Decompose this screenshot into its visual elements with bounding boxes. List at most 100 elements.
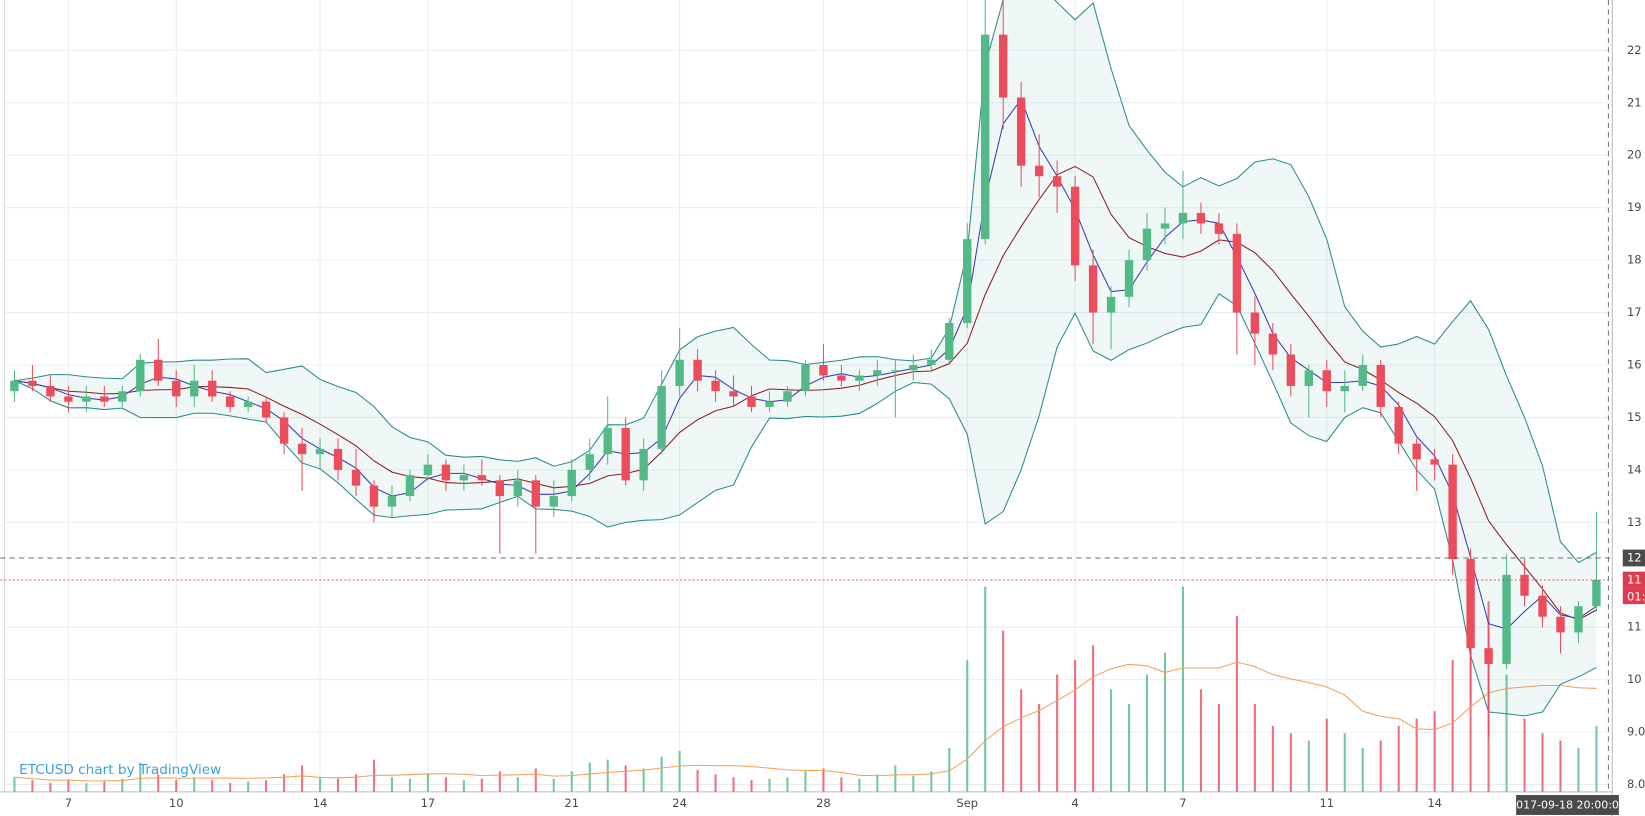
volume-bar — [1074, 659, 1077, 792]
candle-body — [423, 464, 433, 476]
y-tick-label: 14 — [1627, 462, 1642, 476]
candle-body — [1592, 580, 1601, 607]
volume-bar — [966, 659, 969, 792]
candle-body — [1196, 212, 1206, 224]
candle-body — [333, 448, 343, 470]
candle-body — [693, 359, 702, 381]
y-tick-label: 16 — [1627, 357, 1642, 371]
volume-bar — [948, 747, 951, 792]
candle-body — [82, 396, 91, 402]
volume-bar — [85, 783, 88, 792]
volume-bar — [1002, 630, 1005, 792]
candle-body — [208, 380, 217, 397]
volume-bar — [714, 774, 717, 792]
volume-bar — [1523, 718, 1526, 792]
volume-bar — [1325, 718, 1328, 792]
candle-body — [1142, 228, 1152, 261]
x-tick-label: 4 — [1071, 796, 1078, 810]
candle-body — [387, 496, 397, 507]
candle-body — [1304, 370, 1314, 386]
volume-bar — [336, 778, 340, 792]
candle-body — [675, 359, 684, 386]
candle-body — [729, 391, 738, 397]
volume-bar — [750, 780, 753, 792]
candle-body — [981, 34, 990, 240]
volume-bar — [103, 781, 106, 792]
candle-body — [1520, 574, 1529, 596]
candle-body — [495, 480, 505, 497]
volume-bar — [1056, 674, 1059, 792]
x-tick-label: 11 — [1319, 796, 1334, 810]
volume-bar — [840, 777, 843, 792]
y-tick-label: 15 — [1627, 410, 1642, 424]
candle-body — [801, 364, 810, 392]
volume-bar — [570, 771, 573, 792]
candle-body — [1556, 616, 1565, 633]
candle-body — [909, 364, 918, 371]
countdown-label: 01: — [1627, 589, 1645, 603]
candle-body — [351, 469, 361, 486]
volume-pane — [13, 571, 1598, 792]
volume-bar — [1595, 725, 1598, 792]
candle-body — [945, 323, 954, 360]
y-tick-label: 8.0 — [1627, 777, 1645, 791]
candle-body — [315, 448, 325, 455]
candle-body — [998, 34, 1008, 98]
candle-body — [711, 380, 720, 392]
volume-bar — [534, 768, 537, 792]
watermark: ETCUSD chart by TradingView — [19, 762, 221, 778]
bollinger-fill — [14, 0, 1597, 716]
candle-body — [10, 380, 19, 392]
candle-body — [1016, 97, 1026, 166]
volume-bar — [1307, 740, 1310, 792]
y-tick-label: 17 — [1627, 305, 1642, 319]
candle-body — [1034, 165, 1044, 177]
volume-bar — [175, 780, 178, 792]
candle-body — [261, 401, 271, 418]
volume-bar — [390, 777, 394, 792]
candle-body — [459, 475, 469, 481]
y-tick-label: 22 — [1627, 43, 1642, 57]
volume-bar — [912, 775, 915, 792]
volume-bar — [444, 777, 447, 792]
volume-bar — [1217, 703, 1220, 792]
volume-bar — [876, 774, 879, 792]
x-tick-label: 28 — [816, 796, 831, 810]
candle-body — [477, 475, 487, 481]
x-tick-label: 24 — [672, 796, 687, 810]
candle-body — [531, 480, 540, 507]
candle-body — [1322, 370, 1331, 392]
candle-body — [1088, 265, 1098, 313]
volume-bar — [49, 783, 52, 792]
volume-bar — [1271, 725, 1274, 792]
candle-body — [1124, 260, 1134, 297]
volume-bar — [462, 780, 465, 792]
candle-body — [1358, 364, 1367, 386]
volume-bar — [121, 778, 124, 792]
crosshair-box — [1516, 795, 1619, 815]
volume-bar — [624, 765, 627, 792]
volume-bar — [1541, 733, 1544, 792]
volume-bar — [804, 771, 807, 792]
volume-bar — [984, 586, 987, 792]
volume-bar — [211, 780, 214, 792]
candle-body — [225, 396, 235, 407]
candle-body — [1484, 648, 1493, 664]
bollinger-lower — [14, 293, 1597, 717]
candle-body — [1340, 385, 1349, 392]
volume-bar — [354, 774, 358, 792]
price-marker — [1622, 549, 1645, 567]
candles — [10, 0, 1601, 738]
candle-body — [1160, 223, 1170, 229]
candle-body — [513, 480, 523, 497]
volume-bar — [1289, 733, 1292, 792]
x-tick-label: 14 — [1427, 796, 1442, 810]
volume-bar — [13, 777, 16, 792]
y-tick-label: 18 — [1627, 253, 1642, 267]
volume-bar — [1163, 652, 1167, 792]
volume-bar — [858, 778, 861, 792]
volume-bar — [265, 780, 268, 792]
volume-bar — [894, 765, 897, 792]
x-tick-label: 21 — [564, 796, 579, 810]
